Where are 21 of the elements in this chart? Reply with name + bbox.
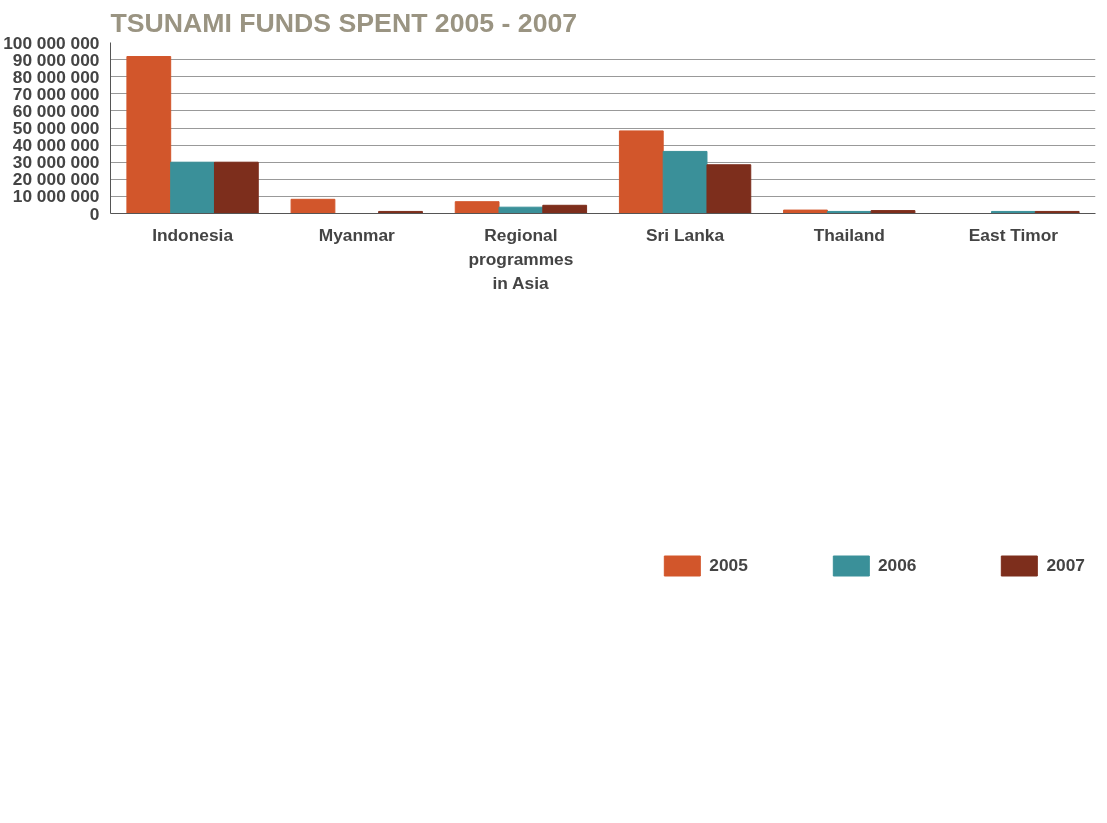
legend-label: 2007 (1046, 554, 1085, 576)
bar (542, 204, 588, 214)
bar (170, 161, 215, 214)
x-tick-label: Thailand (813, 224, 885, 245)
bar (662, 150, 708, 214)
x-tick-label: Regional programmes in Asia (468, 224, 574, 293)
bar (126, 56, 172, 214)
bar (783, 209, 828, 214)
legend-label: 2006 (877, 554, 917, 576)
bar (706, 164, 752, 214)
chart-title: TSUNAMI FUNDS SPENT 2005 - 2007 (110, 7, 578, 38)
x-tick-label: Myanmar (318, 224, 396, 245)
bar (213, 161, 259, 214)
bar (290, 198, 336, 214)
x-tick-label: Sri Lanka (646, 224, 725, 245)
legend-label: 2005 (709, 554, 748, 576)
x-tick-label: Indonesia (152, 224, 234, 245)
bar (618, 130, 664, 214)
x-tick-label: East Timor (968, 224, 1059, 245)
bar (454, 201, 500, 214)
y-tick-label: 50 000 000 (12, 118, 100, 138)
